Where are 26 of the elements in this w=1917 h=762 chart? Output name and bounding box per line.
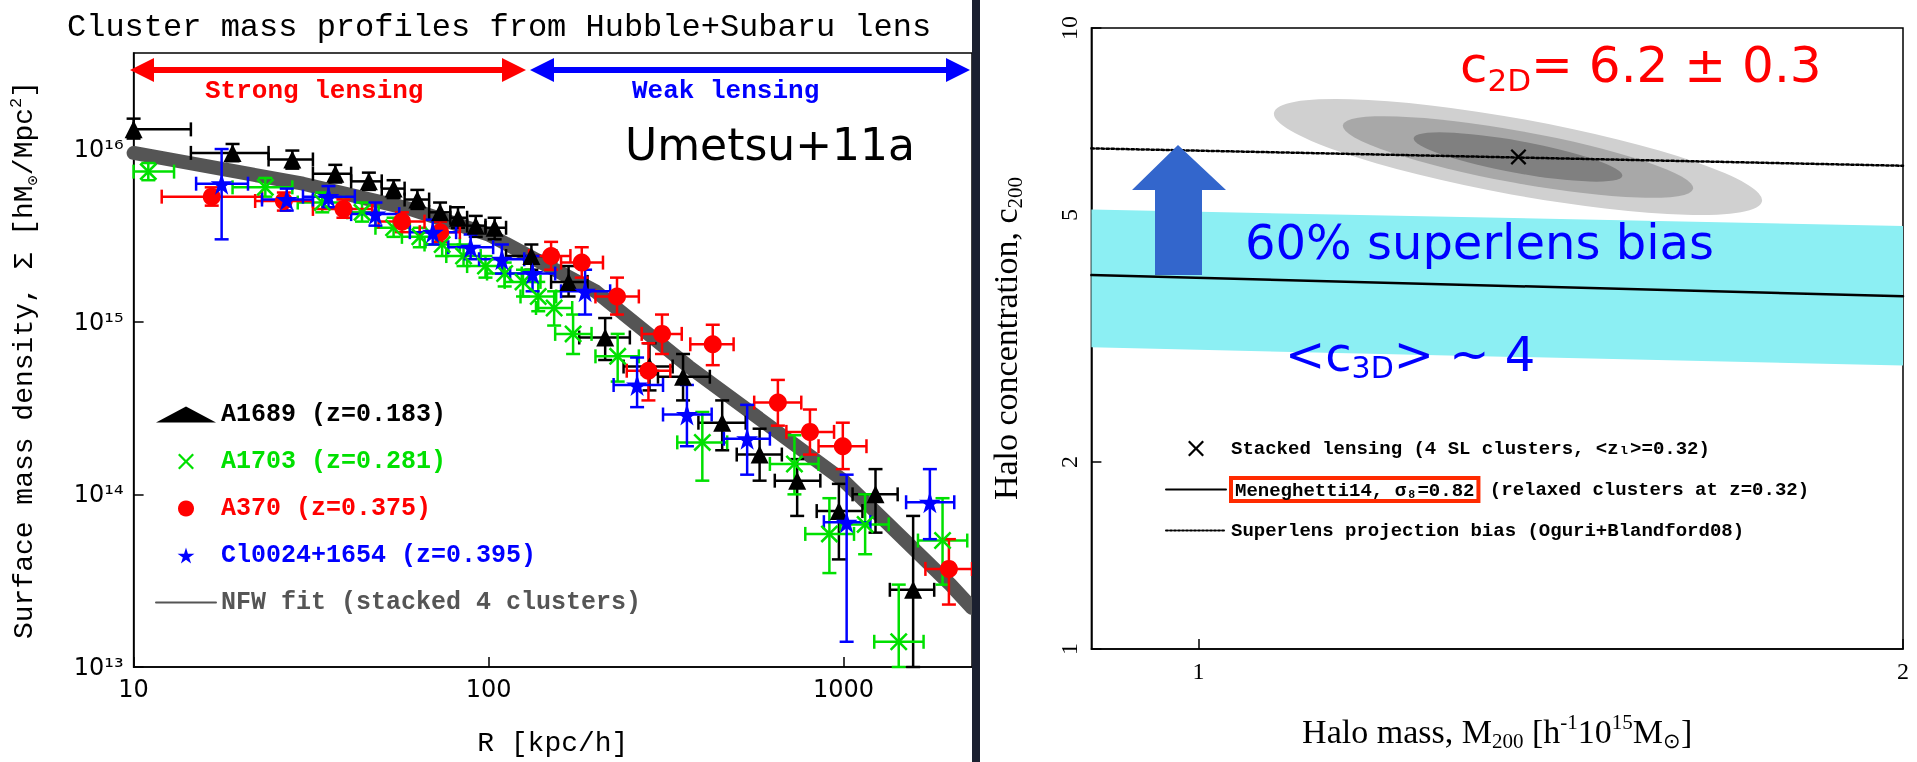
annotation: Weak lensing <box>632 76 820 106</box>
legend-label: A1689 (z=0.183) <box>221 400 447 429</box>
y-tick-label: 5 <box>1056 208 1083 221</box>
annotation: Strong lensing <box>205 76 424 106</box>
x-tick-label: 1000 <box>813 675 875 703</box>
y-tick-label: 1 <box>1056 643 1083 655</box>
y-tick-label: 10¹⁶ <box>73 135 124 164</box>
legend-label: A370 (z=0.375) <box>221 494 432 523</box>
y-tick-label: 10¹⁴ <box>73 480 124 509</box>
legend-label: A1703 (z=0.281) <box>221 447 447 476</box>
y-tick-label: 10 <box>1056 16 1083 40</box>
annotation: Umetsu+11a <box>625 118 916 170</box>
y-axis-title: Halo concentration, c200 <box>986 176 1027 501</box>
x-tick-label: 10 <box>118 675 149 703</box>
legend-label: Cl0024+1654 (z=0.395) <box>221 541 537 570</box>
y-tick-label: 10¹⁵ <box>73 307 124 336</box>
chart-title: Cluster mass profiles from Hubble+Subaru lens <box>67 8 932 46</box>
x-axis-title: R [kpc/h] <box>477 727 629 759</box>
annotation: 60% superlens bias <box>1245 214 1714 270</box>
y-axis-title: Surface mass density, Σ [hM⊙/Mpc2] <box>7 80 43 640</box>
legend-label: Superlens projection bias (Oguri+Blandford08) <box>1231 519 1745 542</box>
legend-label: NFW fit (stacked 4 clusters) <box>221 588 642 617</box>
x-tick-label: 100 <box>465 675 512 703</box>
legend-label: Meneghetti14, σ₈=0.82 (relaxed clusters at z=0.32) <box>1235 478 1810 502</box>
y-tick-label: 2 <box>1056 456 1083 469</box>
legend-label: Stacked lensing (4 SL clusters, <zₗ>=0.32) <box>1231 437 1710 460</box>
